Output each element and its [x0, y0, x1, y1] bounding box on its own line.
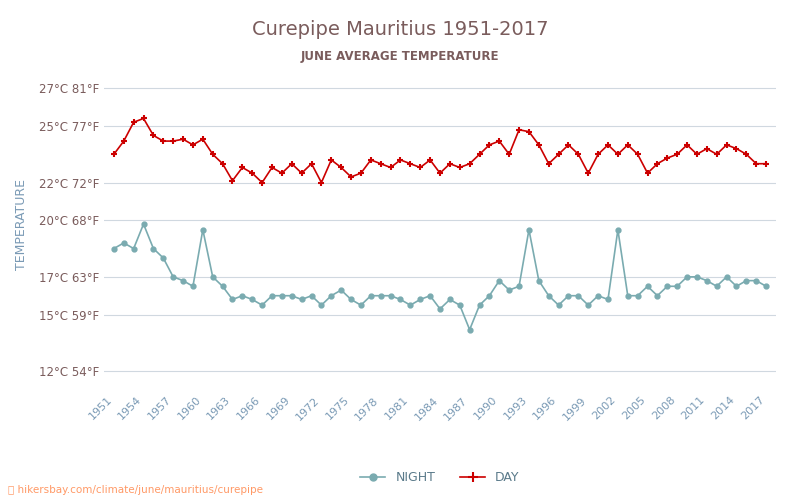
Legend: NIGHT, DAY: NIGHT, DAY — [355, 466, 525, 489]
Text: Curepipe Mauritius 1951-2017: Curepipe Mauritius 1951-2017 — [252, 20, 548, 39]
Text: ⦿ hikersbay.com/climate/june/mauritius/curepipe: ⦿ hikersbay.com/climate/june/mauritius/c… — [8, 485, 263, 495]
Text: JUNE AVERAGE TEMPERATURE: JUNE AVERAGE TEMPERATURE — [301, 50, 499, 63]
Y-axis label: TEMPERATURE: TEMPERATURE — [14, 180, 28, 270]
